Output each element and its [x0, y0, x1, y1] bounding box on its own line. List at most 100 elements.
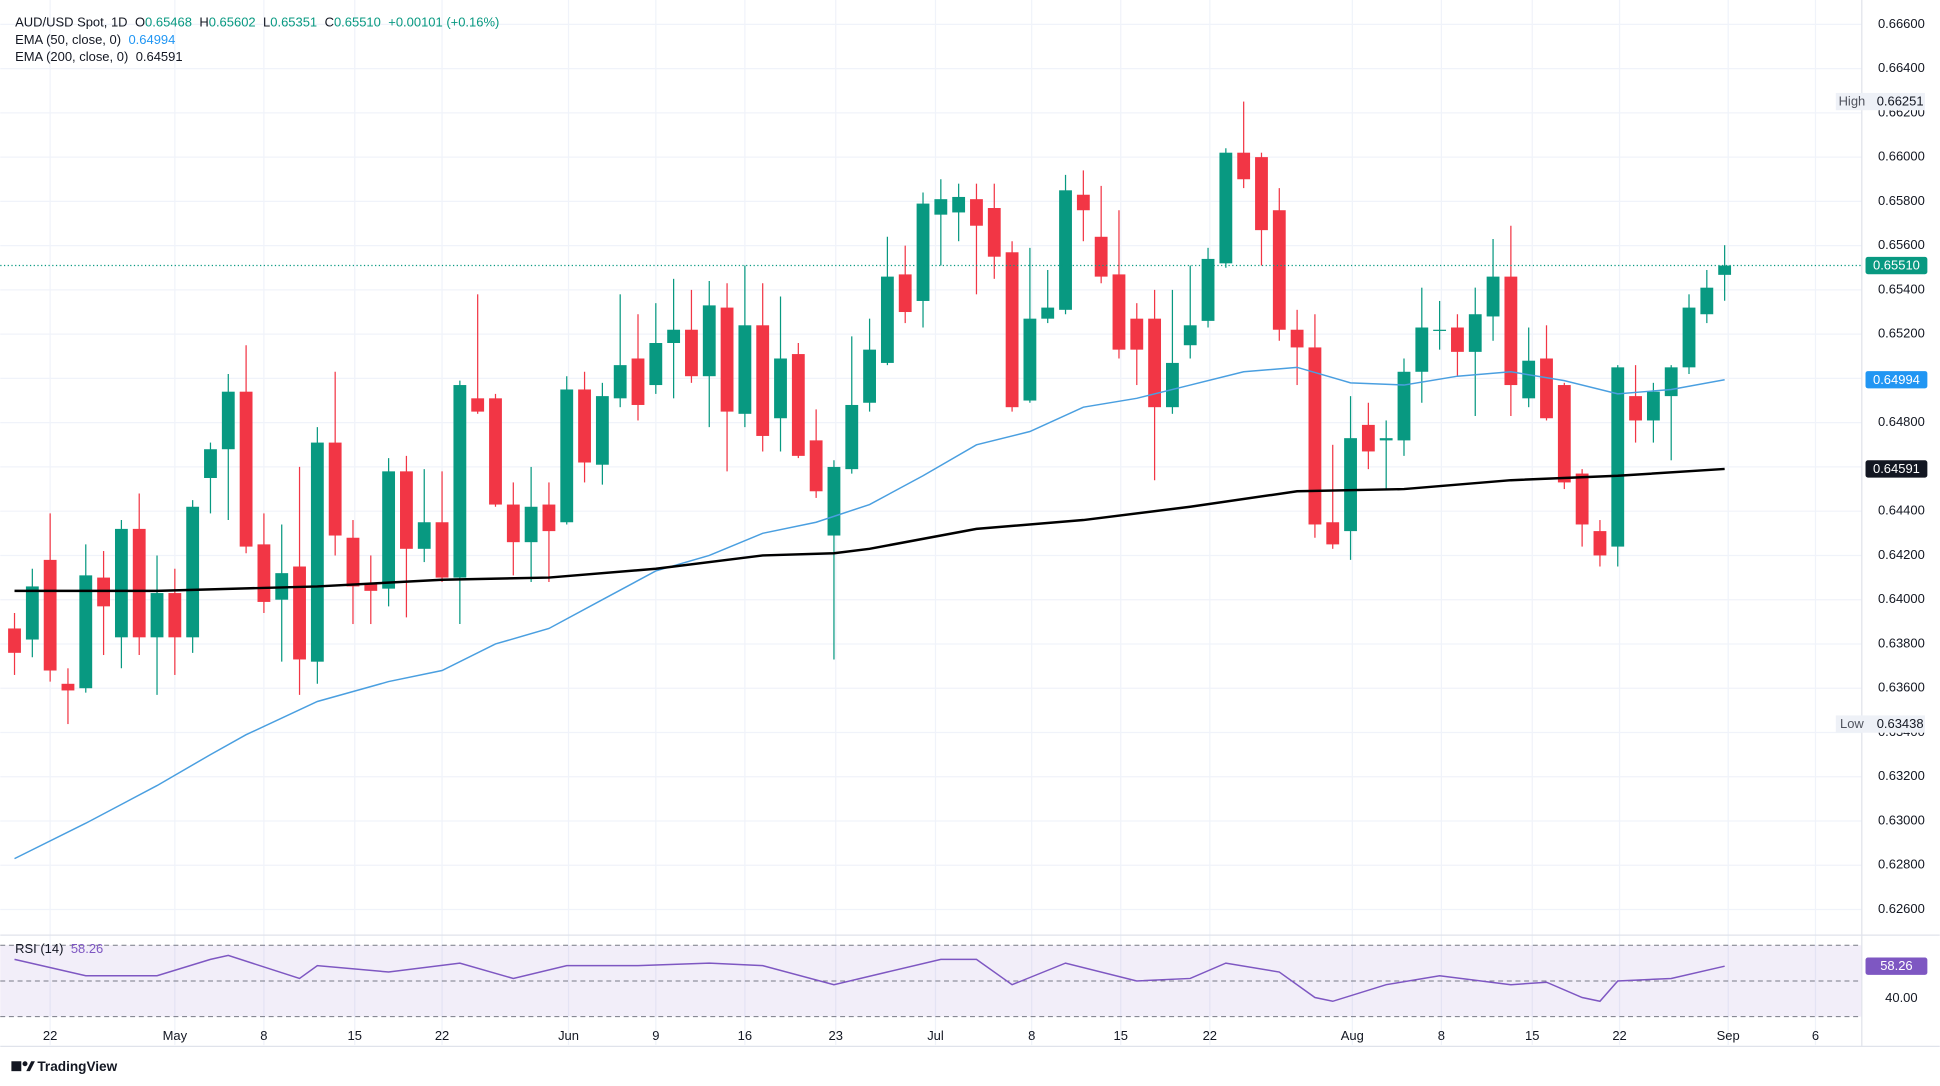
y-tick-label: 0.66600	[1878, 16, 1925, 31]
x-tick-label: Jun	[558, 1028, 579, 1043]
candle-body	[738, 325, 752, 414]
candle-body	[471, 398, 485, 412]
candle-body	[328, 442, 342, 536]
y-tick-label: 0.65800	[1878, 193, 1925, 208]
brand: TradingView	[37, 1059, 117, 1074]
candle-body	[1682, 307, 1696, 368]
candle-body	[702, 305, 716, 377]
y-tick-label: 0.62600	[1878, 901, 1925, 916]
x-tick-label: 22	[43, 1028, 57, 1043]
candle-body	[898, 274, 912, 313]
candle-body	[542, 504, 556, 532]
candle-body	[720, 307, 734, 412]
candle-body	[1646, 391, 1660, 421]
candle-body	[1005, 252, 1019, 408]
candle-body	[1718, 265, 1732, 275]
x-tick-label: 23	[829, 1028, 843, 1043]
indicator-value: 58.26	[71, 941, 103, 956]
candle-body	[364, 584, 378, 591]
legend-row: EMA (200, close, 0) 0.64591	[15, 50, 182, 65]
candle-body	[435, 522, 449, 578]
y-tick-label: 0.63000	[1878, 812, 1925, 827]
logo-shape	[26, 1061, 35, 1072]
extreme-badge	[1835, 715, 1925, 733]
x-tick-label: 15	[1114, 1028, 1128, 1043]
candle-body	[346, 537, 360, 587]
candle-body	[79, 575, 93, 689]
candle-body	[25, 586, 39, 640]
candle-body	[1486, 276, 1500, 317]
price-badge-label: 58.26	[1880, 958, 1912, 973]
extreme-name: High	[1839, 94, 1866, 109]
candle-body	[970, 199, 983, 226]
y-tick-label: 0.62800	[1878, 857, 1925, 872]
ohlc-key: O	[135, 15, 145, 30]
candle-body	[845, 404, 859, 470]
candle-body	[987, 208, 1001, 257]
candle-body	[1112, 274, 1126, 350]
candle-body	[613, 365, 627, 399]
candle-body	[506, 504, 520, 543]
candle-body	[774, 358, 787, 419]
candle-body	[1308, 347, 1322, 525]
x-tick-label: 6	[1812, 1028, 1819, 1043]
candle-body	[489, 398, 502, 505]
candle-body	[880, 276, 894, 363]
candle-body	[1557, 385, 1571, 483]
indicator-line	[14, 366, 1725, 860]
symbol-title: AUD/USD Spot, 1D	[15, 15, 127, 30]
y-tick-label: 0.64000	[1878, 591, 1925, 606]
candle-body	[578, 389, 591, 463]
x-tick-label: Aug	[1341, 1028, 1364, 1043]
y-tick-label: 0.65400	[1878, 281, 1925, 296]
candle-body	[1575, 473, 1589, 525]
candle-body	[1700, 287, 1714, 315]
candle-body	[1183, 325, 1197, 346]
extreme-name: Low	[1840, 716, 1864, 731]
x-tick-label: Sep	[1717, 1028, 1740, 1043]
x-tick-label: 15	[1525, 1028, 1539, 1043]
y-tick-label: 0.64800	[1878, 414, 1925, 429]
ohlc-key: C	[325, 15, 334, 30]
candle-body	[1255, 157, 1268, 231]
price-badge-label: 0.65510	[1873, 258, 1920, 273]
candle-body	[1201, 258, 1215, 321]
x-tick-label: 9	[652, 1028, 659, 1043]
candle-body	[1166, 362, 1179, 408]
candle-body	[685, 329, 698, 377]
candle-body	[132, 528, 146, 638]
candle-body	[649, 343, 663, 386]
x-tick-label: 15	[348, 1028, 362, 1043]
legend: AUD/USD Spot, 1D O0.65468 H0.65602 L0.65351…	[15, 15, 499, 956]
candle-body	[168, 593, 182, 638]
candle-body	[1326, 522, 1340, 545]
grid	[0, 0, 1862, 1046]
x-tick-label: May	[163, 1028, 188, 1043]
candle-body	[221, 391, 235, 450]
candle-body	[595, 396, 609, 465]
ohlc-change: +0.00101 (+0.16%)	[388, 15, 499, 30]
ohlc-key: L	[263, 15, 270, 30]
y-tick-label: 0.63200	[1878, 768, 1925, 783]
candle-body	[61, 683, 75, 691]
candle-body	[791, 354, 805, 456]
candle-body	[1041, 307, 1055, 319]
logo-shape	[22, 1061, 28, 1067]
legend-row: RSI (14) 58.26	[15, 941, 103, 956]
ohlc-value: 0.65468	[145, 15, 192, 30]
candle-body	[952, 196, 966, 213]
candle-body	[1076, 194, 1090, 211]
logo-shape	[11, 1061, 22, 1072]
price-badge	[1865, 460, 1928, 478]
y-tick-label: 40.00	[1885, 990, 1917, 1005]
indicator-title: RSI (14)	[15, 941, 63, 956]
price-badge-label: 0.64591	[1873, 461, 1920, 476]
axes: 22 May 8 15 22 Jun 9 16 23 Jul 8 15 22 Aug 8 15 22 Sep 6 0.…	[43, 16, 1928, 1043]
candle-body	[1094, 236, 1108, 277]
candle-body	[809, 440, 823, 492]
legend-value: 0.64994	[128, 32, 175, 47]
candle-body	[1219, 152, 1233, 264]
x-tick-label: 8	[260, 1028, 267, 1043]
